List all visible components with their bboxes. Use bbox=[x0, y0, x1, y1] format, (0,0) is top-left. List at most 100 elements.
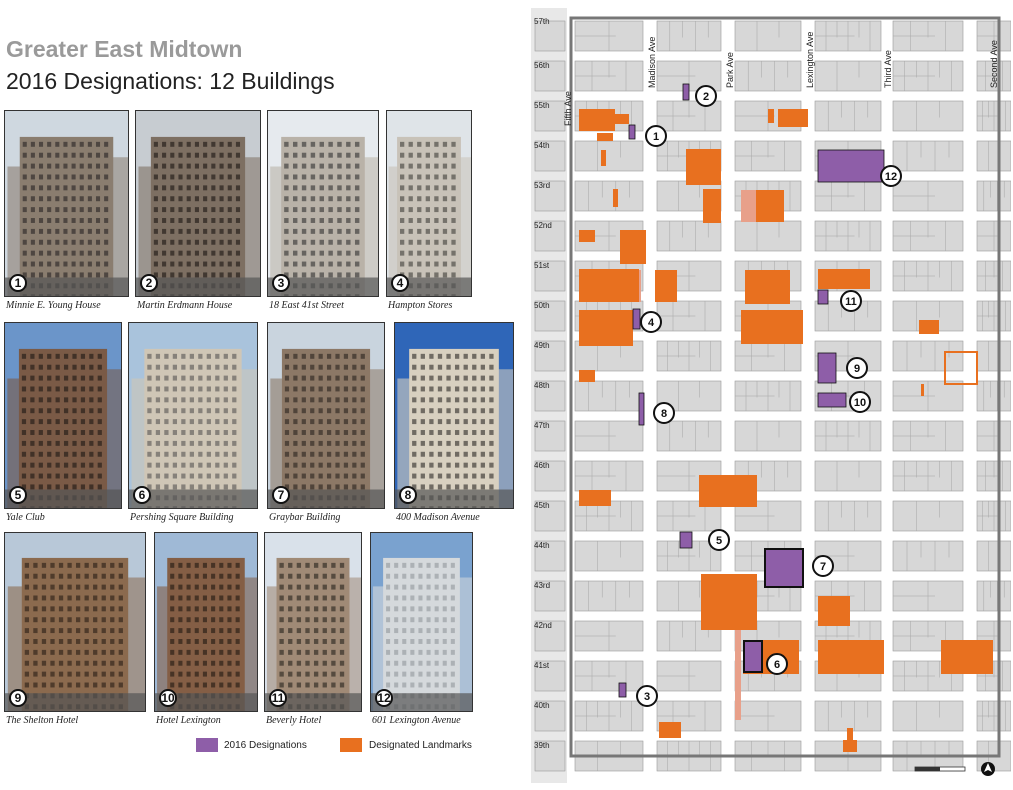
building-number-badge: 1 bbox=[9, 274, 27, 292]
street-label: 54th bbox=[534, 141, 550, 150]
building-caption-3: 18 East 41st Street bbox=[269, 300, 344, 311]
building-photo-8: 8 bbox=[394, 322, 514, 509]
building-caption-10: Hotel Lexington bbox=[156, 715, 221, 726]
page-title: Greater East Midtown bbox=[6, 36, 243, 62]
street-label: 42nd bbox=[534, 621, 552, 630]
building-photo-image bbox=[265, 533, 361, 711]
building-number-badge: 3 bbox=[272, 274, 290, 292]
building-caption-6: Pershing Square Building bbox=[130, 512, 234, 523]
street-label: 57th bbox=[534, 17, 550, 26]
building-caption-7: Graybar Building bbox=[269, 512, 341, 523]
building-caption-5: Yale Club bbox=[6, 512, 45, 523]
building-number-badge: 9 bbox=[9, 689, 27, 707]
building-photo-image bbox=[129, 323, 257, 508]
street-label: 51st bbox=[534, 261, 550, 270]
map-marker-5: 5 bbox=[708, 529, 730, 551]
building-photo-image bbox=[371, 533, 472, 711]
street-label: 45th bbox=[534, 501, 550, 510]
building-photo-2: 2 bbox=[135, 110, 261, 297]
legend-swatch-landmarks bbox=[340, 738, 362, 752]
building-number-badge: 5 bbox=[9, 486, 27, 504]
avenue-label: Park Ave bbox=[725, 52, 735, 88]
building-number-badge: 12 bbox=[375, 689, 393, 707]
building-photo-7: 7 bbox=[267, 322, 385, 509]
building-caption-4: Hampton Stores bbox=[388, 300, 453, 311]
north-arrow-icon bbox=[981, 762, 995, 776]
street-label: 43rd bbox=[534, 581, 550, 590]
building-photo-4: 4 bbox=[386, 110, 472, 297]
street-label: 40th bbox=[534, 701, 550, 710]
building-photo-9: 9 bbox=[4, 532, 146, 712]
building-number-badge: 7 bbox=[272, 486, 290, 504]
building-photo-10: 10 bbox=[154, 532, 258, 712]
building-photo-image bbox=[395, 323, 513, 508]
map-marker-12: 12 bbox=[880, 165, 902, 187]
building-caption-1: Minnie E. Young House bbox=[6, 300, 101, 311]
building-photo-image bbox=[5, 323, 121, 508]
svg-text:2: 2 bbox=[703, 91, 709, 103]
map-marker-6: 6 bbox=[766, 653, 788, 675]
map-marker-7: 7 bbox=[812, 555, 834, 577]
building-number-badge: 10 bbox=[159, 689, 177, 707]
building-caption-8: 400 Madison Avenue bbox=[396, 512, 480, 523]
building-caption-2: Martin Erdmann House bbox=[137, 300, 233, 311]
svg-text:11: 11 bbox=[845, 296, 857, 308]
avenue-label: Lexington Ave bbox=[805, 32, 815, 88]
street-label: 52nd bbox=[534, 221, 552, 230]
svg-text:1: 1 bbox=[653, 131, 659, 143]
street-label: 48th bbox=[534, 381, 550, 390]
street-label: 39th bbox=[534, 741, 550, 750]
building-photo-3: 3 bbox=[267, 110, 379, 297]
building-number-badge: 4 bbox=[391, 274, 409, 292]
building-number-badge: 8 bbox=[399, 486, 417, 504]
svg-text:9: 9 bbox=[854, 363, 860, 375]
map-marker-11: 11 bbox=[840, 290, 862, 312]
street-label: 50th bbox=[534, 301, 550, 310]
scale-bar bbox=[914, 766, 966, 772]
building-caption-9: The Shelton Hotel bbox=[6, 715, 79, 726]
page-subtitle: 2016 Designations: 12 Buildings bbox=[6, 68, 335, 94]
street-label: 55th bbox=[534, 101, 550, 110]
street-label: 41st bbox=[534, 661, 550, 670]
map-marker-4: 4 bbox=[640, 311, 662, 333]
map-marker-2: 2 bbox=[695, 85, 717, 107]
building-photo-image bbox=[268, 323, 384, 508]
building-photo-12: 12 bbox=[370, 532, 473, 712]
building-photo-image bbox=[387, 111, 471, 296]
map-marker-9: 9 bbox=[846, 357, 868, 379]
avenue-label: Third Ave bbox=[883, 50, 893, 88]
street-label: 46th bbox=[534, 461, 550, 470]
legend-swatch-2016 bbox=[196, 738, 218, 752]
svg-text:10: 10 bbox=[854, 397, 866, 409]
building-photo-11: 11 bbox=[264, 532, 362, 712]
legend-label-2016: 2016 Designations bbox=[224, 740, 307, 751]
building-number-badge: 6 bbox=[133, 486, 151, 504]
midtown-map: 57th 56th 55th 54th 53rd 52nd 51st 50th 49th 48th… bbox=[531, 8, 1011, 783]
svg-text:6: 6 bbox=[774, 659, 780, 671]
building-number-badge: 11 bbox=[269, 689, 287, 707]
building-photo-5: 5 bbox=[4, 322, 122, 509]
avenue-label: Madison Ave bbox=[647, 37, 657, 88]
legend-label-landmarks: Designated Landmarks bbox=[369, 740, 472, 751]
street-label: 56th bbox=[534, 61, 550, 70]
svg-text:3: 3 bbox=[644, 691, 650, 703]
building-caption-11: Beverly Hotel bbox=[266, 715, 322, 726]
street-label: 49th bbox=[534, 341, 550, 350]
svg-text:8: 8 bbox=[661, 408, 667, 420]
svg-text:5: 5 bbox=[716, 535, 722, 547]
street-label: 47th bbox=[534, 421, 550, 430]
building-photo-image bbox=[155, 533, 257, 711]
building-photo-image bbox=[136, 111, 260, 296]
building-photo-image bbox=[5, 533, 145, 711]
building-photo-image bbox=[268, 111, 378, 296]
avenue-label: Fifth Ave bbox=[563, 91, 573, 126]
building-photo-1: 1 bbox=[4, 110, 129, 297]
svg-text:7: 7 bbox=[820, 561, 826, 573]
building-photo-6: 6 bbox=[128, 322, 258, 509]
street-label: 53rd bbox=[534, 181, 550, 190]
map-marker-8: 8 bbox=[653, 402, 675, 424]
svg-text:12: 12 bbox=[885, 171, 897, 183]
building-photo-image bbox=[5, 111, 128, 296]
avenue-label: Second Ave bbox=[989, 40, 999, 88]
map-marker-1: 1 bbox=[645, 125, 667, 147]
